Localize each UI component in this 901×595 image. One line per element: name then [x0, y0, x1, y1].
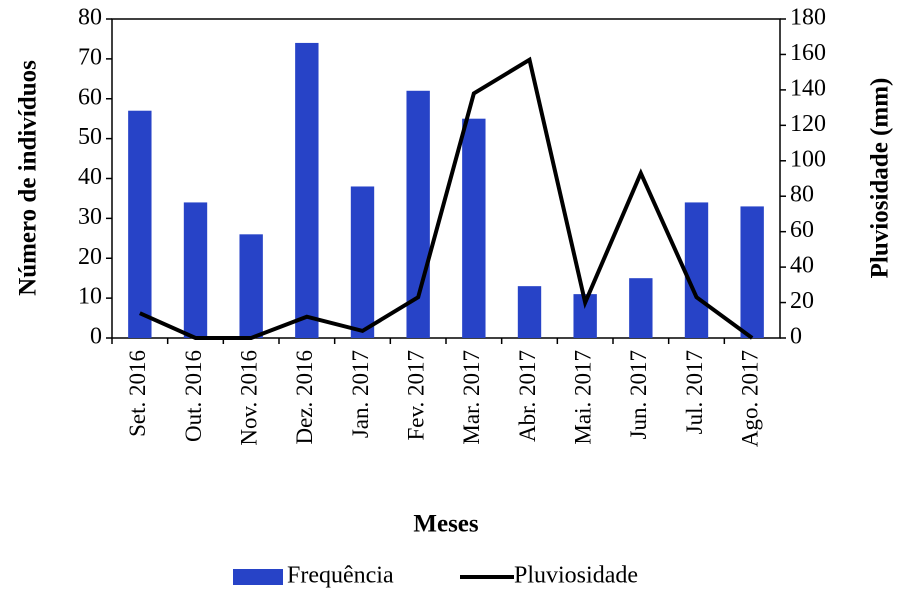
x-tick-label: Jul. 2017	[682, 350, 707, 434]
y-tick-label: 10	[78, 284, 102, 310]
y-tick-label: 40	[78, 164, 102, 190]
x-tick-label: Fev. 2017	[403, 350, 428, 441]
y2-tick-label: 120	[790, 111, 826, 137]
line	[139, 56, 754, 340]
y-tick-label: 60	[78, 84, 102, 110]
y2-tick-label: 180	[790, 5, 826, 31]
y-tick-label: 70	[78, 44, 102, 70]
bar	[629, 278, 653, 338]
x-tick-label: Jan. 2017	[348, 350, 373, 438]
x-tick-label: Nov. 2016	[236, 350, 261, 446]
y2-tick-label: 0	[790, 324, 802, 350]
y-tick-label: 20	[78, 244, 102, 270]
x-axis-title: Meses	[413, 511, 479, 538]
bar	[295, 42, 319, 339]
bar	[573, 294, 597, 338]
y2-tick-label: 60	[790, 217, 814, 243]
bar	[517, 286, 542, 338]
bar	[740, 206, 764, 338]
plot-frame	[111, 18, 781, 339]
y2-tick-label: 140	[790, 75, 826, 101]
y2-tick-label: 40	[790, 253, 814, 279]
bar	[239, 234, 263, 338]
bar	[462, 118, 486, 338]
x-tick-label: Ago. 2017	[737, 350, 762, 447]
x-tick-label: Abr. 2017	[515, 350, 540, 442]
x-tick-label: Mai. 2017	[570, 350, 595, 445]
legend-label: Frequência	[287, 563, 394, 589]
y2-axis-title: Pluviosidade (mm)	[867, 78, 894, 279]
legend-label: Pluviosidade	[514, 563, 638, 589]
y-axis-title: Número de indivíduos	[15, 60, 42, 296]
y2-tick-label: 20	[790, 288, 814, 314]
x-tick-label: Out. 2016	[181, 350, 206, 442]
y2-tick-label: 160	[790, 40, 826, 66]
bar	[183, 202, 208, 338]
y2-tick-label: 100	[790, 146, 826, 172]
x-tick-label: Set. 2016	[125, 350, 150, 437]
y-tick-label: 0	[90, 324, 102, 350]
legend-swatch	[233, 569, 283, 585]
y-tick-label: 80	[78, 5, 102, 31]
bar	[350, 186, 375, 338]
bar	[684, 202, 709, 338]
bar	[128, 110, 152, 339]
x-tick-label: Jun. 2017	[626, 350, 651, 439]
y-tick-label: 50	[78, 124, 102, 150]
x-tick-label: Mar. 2017	[459, 350, 484, 445]
x-tick-label: Dez. 2016	[292, 350, 317, 445]
y-tick-label: 30	[78, 204, 102, 230]
y2-tick-label: 80	[790, 182, 814, 208]
